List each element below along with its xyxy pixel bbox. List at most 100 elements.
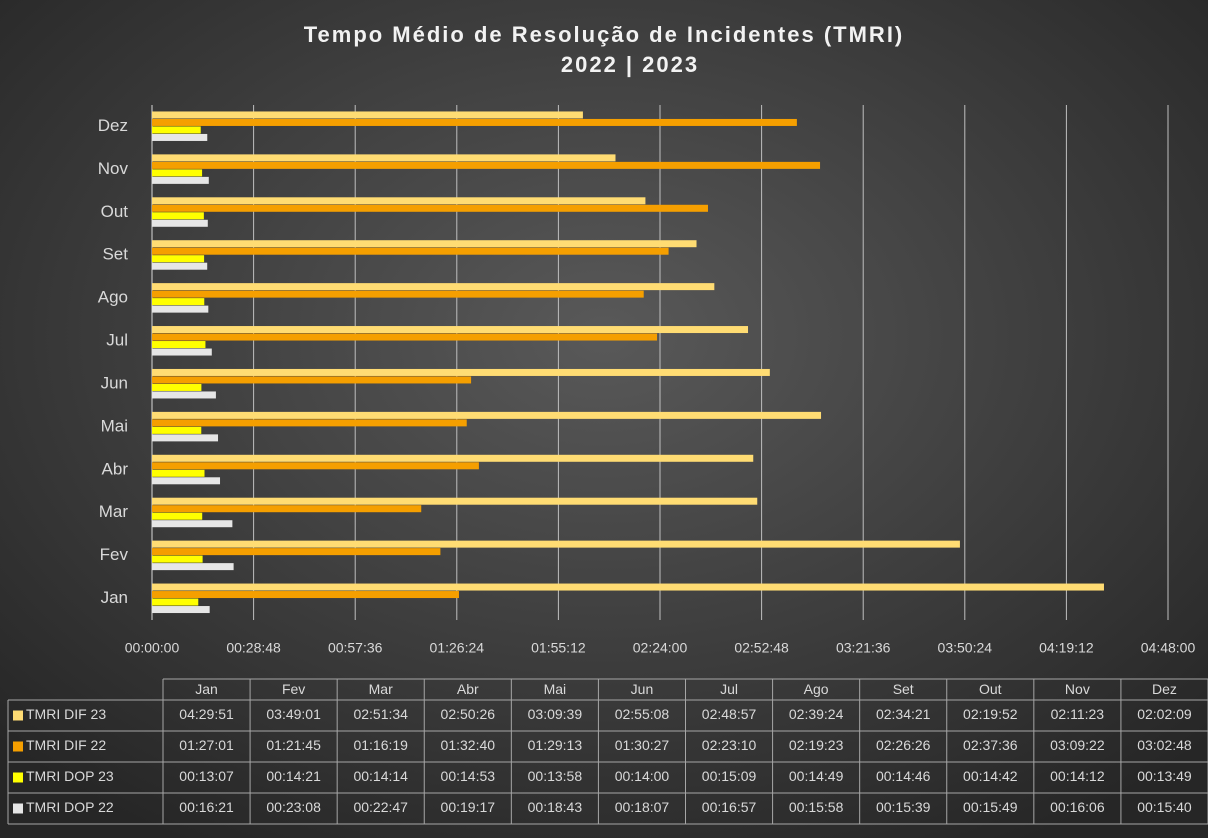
bar: [152, 348, 212, 356]
table-cell: 01:30:27: [615, 737, 670, 753]
table-cell: 00:22:47: [353, 799, 408, 815]
bar: [152, 583, 1104, 591]
table-cell: 02:39:24: [789, 706, 844, 722]
bar: [152, 169, 203, 177]
table-cell: 00:16:06: [1050, 799, 1105, 815]
bar: [152, 426, 202, 434]
table-header: Mar: [369, 681, 393, 697]
x-tick-label: 02:24:00: [633, 640, 688, 656]
table-cell: 02:37:36: [963, 737, 1018, 753]
table-cell: 00:23:08: [266, 799, 321, 815]
table-header: Jun: [631, 681, 654, 697]
bar: [152, 376, 472, 384]
table-cell: 00:13:49: [1137, 768, 1192, 784]
table-cell: 02:26:26: [876, 737, 931, 753]
table-cell: 02:02:09: [1137, 706, 1192, 722]
bar: [152, 368, 770, 376]
bar: [152, 333, 658, 341]
y-tick-label: Jan: [101, 588, 128, 607]
bar: [152, 469, 205, 477]
bar: [152, 133, 208, 141]
legend-key: [13, 710, 23, 721]
table-cell: 02:11:23: [1051, 706, 1105, 722]
x-tick-label: 00:00:00: [125, 640, 180, 656]
legend-key: [13, 741, 23, 752]
bar: [152, 240, 697, 248]
table-header: Jan: [195, 681, 218, 697]
bar: [152, 247, 669, 255]
bar: [152, 383, 202, 391]
bar: [152, 298, 205, 306]
x-tick-label: 04:48:00: [1141, 640, 1196, 656]
bar: [152, 262, 208, 270]
table-header: Dez: [1152, 681, 1177, 697]
table-cell: 00:14:53: [441, 768, 496, 784]
table-header: Fev: [282, 681, 305, 697]
table-cell: 02:51:34: [353, 706, 408, 722]
x-tick-label: 03:50:24: [938, 640, 993, 656]
bar: [152, 497, 758, 505]
table-cell: 02:48:57: [702, 706, 757, 722]
y-tick-label: Fev: [100, 545, 129, 564]
bar: [152, 434, 219, 442]
x-tick-label: 00:57:36: [328, 640, 383, 656]
table-cell: 00:13:58: [528, 768, 583, 784]
bar: [152, 477, 221, 485]
table-cell: 02:19:23: [789, 737, 844, 753]
y-tick-label: Mai: [101, 416, 128, 435]
y-tick-label: Jul: [106, 331, 128, 350]
bar: [152, 255, 205, 263]
bar: [152, 391, 216, 399]
table-cell: 03:02:48: [1137, 737, 1192, 753]
table-header: Nov: [1065, 681, 1090, 697]
y-tick-label: Jun: [101, 373, 128, 392]
table-cell: 02:50:26: [441, 706, 496, 722]
table-cell: 00:16:57: [702, 799, 757, 815]
bar: [152, 598, 199, 606]
table-cell: 03:09:22: [1050, 737, 1105, 753]
x-tick-label: 01:55:12: [531, 640, 586, 656]
bar: [152, 161, 821, 169]
x-tick-label: 00:28:48: [226, 640, 281, 656]
table-cell: 01:32:40: [441, 737, 496, 753]
bar: [152, 520, 233, 528]
table-cell: 00:18:07: [615, 799, 670, 815]
table-cell: 02:23:10: [702, 737, 757, 753]
y-tick-label: Ago: [98, 288, 128, 307]
bar: [152, 111, 583, 119]
table-cell: 00:14:46: [876, 768, 931, 784]
chart-title: Tempo Médio de Resolução de Incidentes (…: [304, 22, 905, 47]
bar: [152, 606, 210, 614]
bar: [152, 454, 754, 462]
bar: [152, 204, 708, 212]
legend-label: TMRI DOP 23: [26, 768, 114, 784]
bar: [152, 563, 234, 571]
table-cell: 00:15:49: [963, 799, 1018, 815]
bar: [152, 326, 749, 334]
legend-label: TMRI DOP 22: [26, 799, 114, 815]
x-tick-label: 04:19:12: [1039, 640, 1094, 656]
chart-subtitle: 2022 | 2023: [561, 52, 699, 77]
table-cell: 00:15:40: [1137, 799, 1192, 815]
bar: [152, 154, 616, 162]
bar: [152, 555, 203, 563]
y-tick-label: Dez: [98, 116, 128, 135]
bar: [152, 290, 644, 298]
table-cell: 00:14:21: [266, 768, 321, 784]
table-cell: 01:29:13: [528, 737, 583, 753]
bar: [152, 305, 209, 313]
bar: [152, 512, 203, 520]
y-tick-label: Abr: [102, 459, 129, 478]
bar: [152, 540, 960, 548]
bar: [152, 591, 459, 599]
table-header: Jul: [720, 681, 738, 697]
table-cell: 03:09:39: [528, 706, 583, 722]
bar: [152, 505, 422, 513]
table-cell: 00:14:14: [353, 768, 408, 784]
table-cell: 01:27:01: [179, 737, 234, 753]
bar: [152, 548, 441, 556]
table-cell: 00:15:39: [876, 799, 931, 815]
table-cell: 00:15:58: [789, 799, 844, 815]
x-tick-label: 03:21:36: [836, 640, 891, 656]
